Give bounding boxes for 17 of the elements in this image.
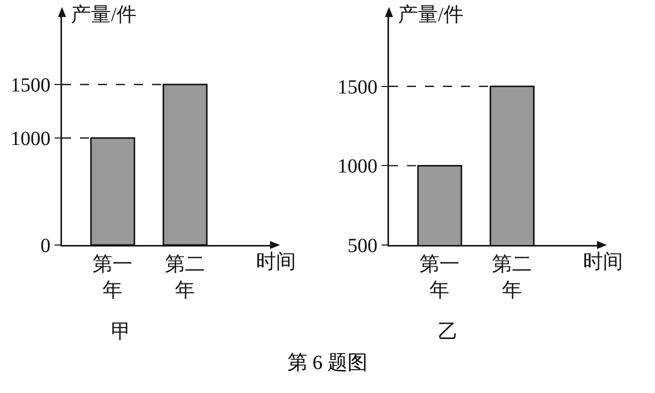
y-tick-label: 0 [40, 235, 50, 257]
x-tick-label: 第二年 [165, 254, 206, 302]
y-tick-label: 1500 [10, 74, 50, 97]
text: 乙 [438, 321, 458, 344]
y-tick-label: 1000 [10, 128, 50, 150]
text: 甲 [110, 321, 131, 344]
y-axis-title: 产量/件 [398, 4, 464, 26]
x-tick-label: 第二年 [492, 254, 532, 302]
y-tick-label: 500 [348, 235, 378, 257]
x-tick-label: 第一年 [92, 254, 133, 302]
x-axis-title: 时间 [583, 251, 623, 273]
y-tick-label: 1500 [338, 76, 378, 98]
y-axis-title: 产量/件 [71, 4, 137, 26]
y-tick-label: 1000 [338, 156, 378, 178]
x-tick-label: 第一年 [420, 254, 460, 302]
x-axis-title: 时间 [256, 251, 296, 273]
text: 第 6 题图 [286, 351, 368, 376]
